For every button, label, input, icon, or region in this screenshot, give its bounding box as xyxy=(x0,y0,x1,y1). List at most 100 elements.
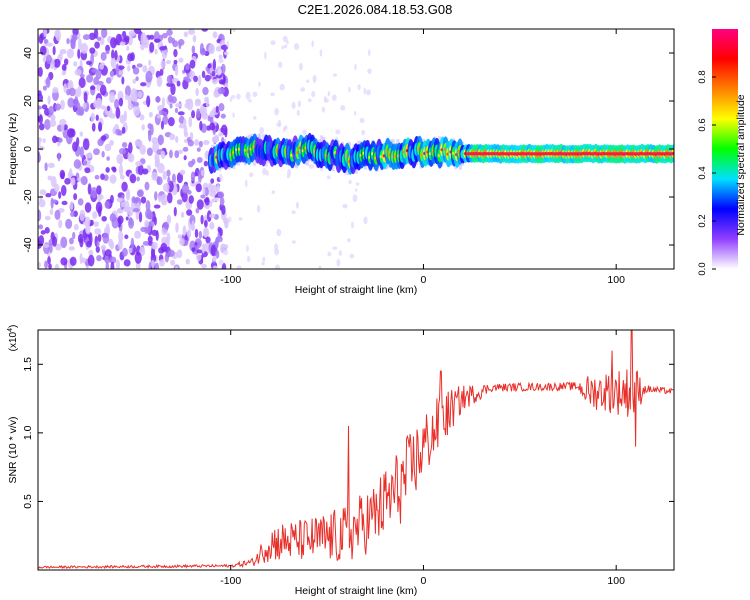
spectrogram-noise-blob xyxy=(51,199,58,204)
spectrogram-noise-blob xyxy=(165,60,172,65)
spectrogram-noise-blob xyxy=(252,116,257,120)
spectrogram-noise-blob xyxy=(218,58,224,64)
spectrogram-noise-blob xyxy=(204,196,210,206)
spectrogram-noise-blob xyxy=(175,222,179,233)
spectrogram-noise-blob xyxy=(173,206,177,217)
spectrogram-noise-blob xyxy=(132,67,140,75)
spectrogram-panel: -100 0 100 -40 -20 0 20 40 Height of straight l… xyxy=(7,28,675,296)
spectrogram-noise-blob xyxy=(209,221,215,230)
spectrogram-xtick-label: -100 xyxy=(220,274,241,286)
spectrogram-noise-blob xyxy=(145,70,153,83)
spectrogram-noise-blob xyxy=(104,200,110,209)
spectrogram-noise-blob xyxy=(155,262,160,269)
spectrogram-noise-blob xyxy=(63,83,68,93)
spectrogram-noise-blob xyxy=(340,104,346,111)
spectrogram-noise-blob xyxy=(112,167,117,173)
spectrogram-noise-blob xyxy=(140,226,147,233)
spectrogram-noise-blob xyxy=(187,228,192,238)
spectrogram-noise-blob xyxy=(199,120,203,131)
spectrogram-noise-blob xyxy=(96,240,100,248)
spectrogram-noise-blob xyxy=(151,171,158,181)
spectrogram-noise-blob xyxy=(52,236,58,247)
spectrogram-noise-blob xyxy=(193,75,198,83)
spectrogram-noise-blob xyxy=(200,169,205,177)
spectrogram-xtick-label: 0 xyxy=(421,274,427,286)
spectrogram-noise-blob xyxy=(236,265,242,269)
spectrogram-noise-blob xyxy=(95,114,99,121)
spectrogram-noise-blob xyxy=(110,37,117,49)
spectrogram-noise-blob xyxy=(86,74,94,83)
spectrogram-noise-blob xyxy=(121,181,128,192)
spectrogram-noise-blob xyxy=(149,41,155,53)
spectrogram-noise-blob xyxy=(46,42,54,47)
spectrogram-noise-blob xyxy=(154,38,161,43)
spectrogram-noise-blob xyxy=(63,58,69,66)
spectrogram-noise-blob xyxy=(198,230,203,239)
spectrogram-noise-blob xyxy=(276,229,282,237)
spectrogram-noise-blob xyxy=(94,41,100,49)
spectrogram-noise-blob xyxy=(79,131,84,137)
spectrogram-ytick-label: 40 xyxy=(22,47,34,59)
spectrogram-noise-blob xyxy=(97,196,102,202)
spectrogram-noise-blob xyxy=(128,141,133,154)
spectrogram-noise-blob xyxy=(44,162,48,172)
spectrogram-noise-blob xyxy=(167,176,171,185)
spectrogram-noise-blob xyxy=(144,220,149,228)
spectrogram-noise-blob xyxy=(124,85,131,97)
spectrogram-noise-blob xyxy=(66,37,70,45)
spectrogram-noise-blob xyxy=(196,254,202,262)
spectrogram-noise-blob xyxy=(154,48,158,55)
spectrogram-noise-blob xyxy=(132,78,137,84)
spectrogram-noise-blob xyxy=(80,42,88,54)
spectrogram-noise-blob xyxy=(47,256,51,265)
spectrogram-noise-blob xyxy=(87,254,95,267)
spectrogram-noise-blob xyxy=(82,102,87,109)
spectrogram-noise-blob xyxy=(161,97,165,109)
spectrogram-noise-blob xyxy=(67,81,72,90)
spectrogram-noise-blob xyxy=(106,156,110,161)
colorbar-bar xyxy=(712,29,738,269)
spectrogram-noise-blob xyxy=(70,211,75,217)
spectrogram-noise-blob xyxy=(64,178,71,185)
spectrogram-noise-blob xyxy=(77,85,82,98)
spectrogram-noise-blob xyxy=(136,176,140,182)
spectrogram-noise-blob xyxy=(116,197,124,203)
spectrogram-noise-blob xyxy=(115,106,121,119)
spectrogram-noise-blob xyxy=(219,173,223,182)
spectrogram-noise-blob xyxy=(332,73,338,77)
spectrogram-noise-blob xyxy=(176,199,183,205)
spectrogram-noise-blob xyxy=(194,228,199,239)
spectrogram-noise-blob xyxy=(361,129,366,136)
spectrogram-noise-blob xyxy=(111,49,115,60)
spectrogram-noise-blob xyxy=(277,119,282,128)
spectrogram-noise-blob xyxy=(217,191,225,199)
spectrogram-noise-blob xyxy=(166,29,173,36)
spectrogram-noise-blob xyxy=(45,76,51,88)
spectrogram-noise-blob xyxy=(220,44,229,51)
spectrogram-noise-blob xyxy=(77,48,81,59)
spectrogram-noise-blob xyxy=(44,107,50,116)
spectrogram-noise-blob xyxy=(39,45,47,56)
spectrogram-noise-blob xyxy=(163,183,170,193)
spectrogram-noise-blob xyxy=(174,265,179,269)
spectrogram-noise-blob xyxy=(52,87,59,94)
spectrogram-ytick-label: -20 xyxy=(22,189,34,204)
spectrogram-noise-blob xyxy=(149,34,155,40)
spectrogram-noise-blob xyxy=(154,156,160,167)
spectrogram-noise-blob xyxy=(44,226,50,234)
spectrogram-noise-blob xyxy=(69,201,74,211)
spectrogram-noise-blob xyxy=(182,146,189,152)
spectrogram-noise-blob xyxy=(270,92,275,97)
spectrogram-noise-blob xyxy=(141,124,145,131)
spectrogram-noise-blob xyxy=(139,114,145,121)
spectrogram-noise-blob xyxy=(176,249,183,259)
spectrogram-noise-blob xyxy=(270,40,276,46)
spectrogram-noise-blob xyxy=(48,263,52,269)
spectrogram-noise-blob xyxy=(44,260,49,269)
spectrogram-noise-blob xyxy=(144,181,150,191)
spectrogram-noise-blob xyxy=(59,169,66,180)
spectrogram-noise-blob xyxy=(194,99,202,107)
colorbar-tick-label: 0.0 xyxy=(697,262,708,275)
spectrogram-noise-blob xyxy=(61,122,65,133)
